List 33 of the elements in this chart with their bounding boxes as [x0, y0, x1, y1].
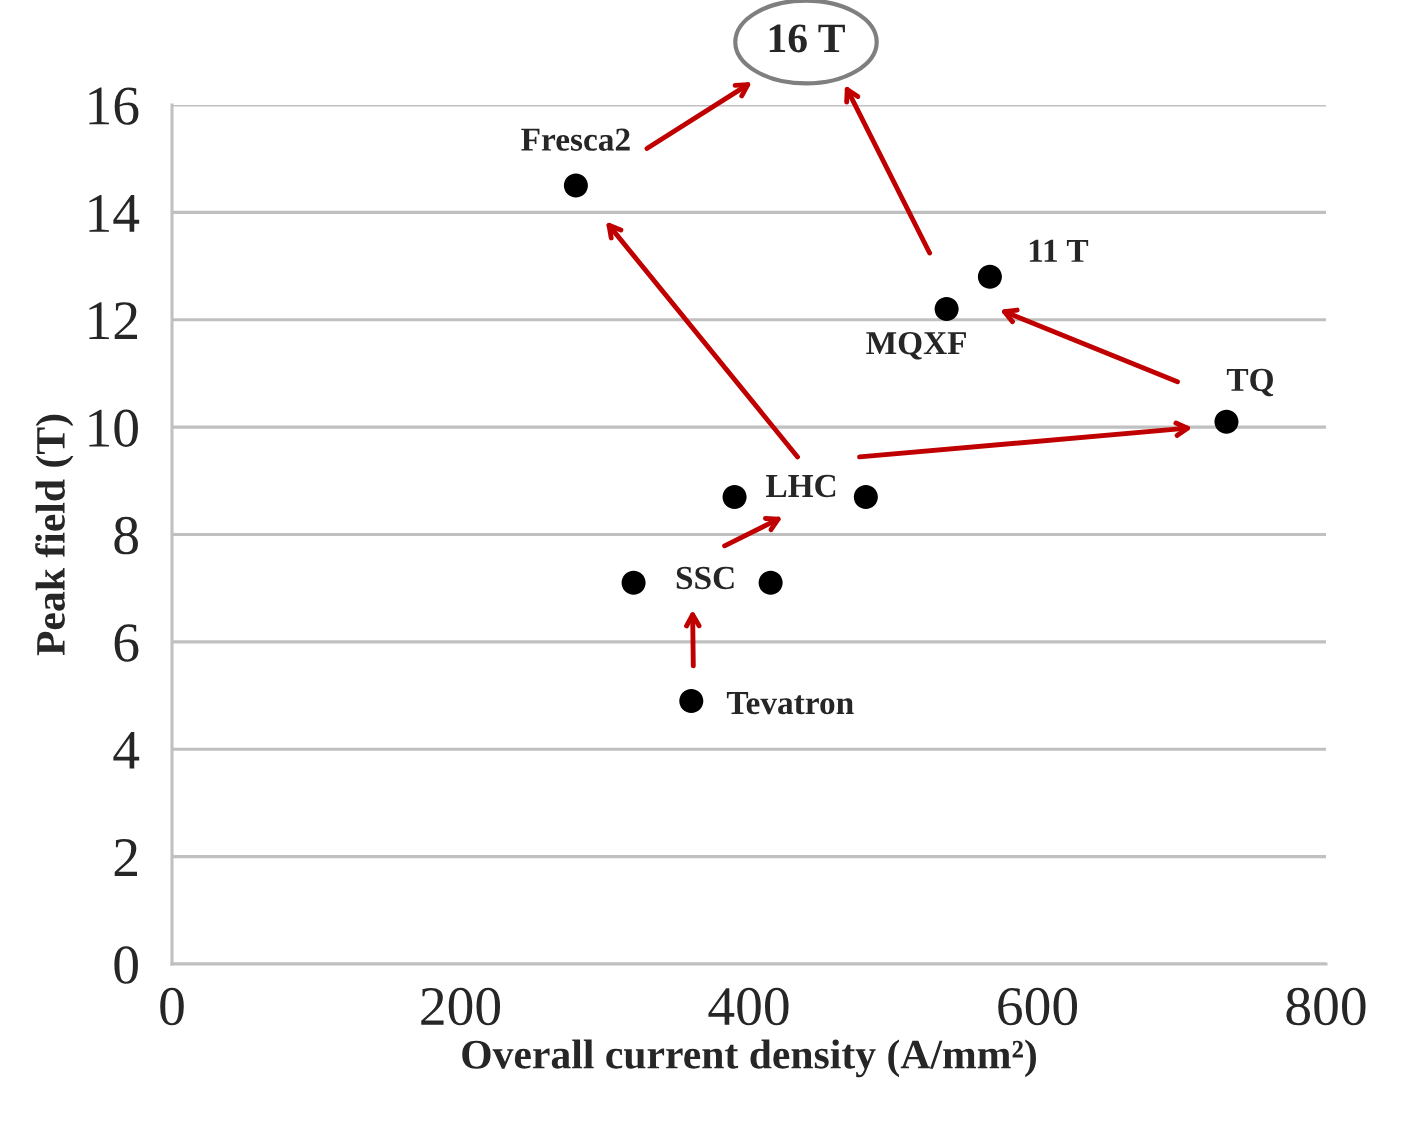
y-axis-title: Peak field (T) [35, 414, 74, 656]
point [679, 688, 704, 713]
x-tick-label: 200 [421, 987, 501, 1026]
x-tick-label: 800 [1286, 987, 1366, 1026]
y-tick-label: 2 [114, 839, 137, 876]
x-tick-label: 0 [160, 987, 184, 1026]
point [758, 570, 783, 595]
point [722, 484, 747, 509]
text: 16 T [769, 24, 845, 53]
y-tick-label: 8 [114, 516, 138, 555]
x-tick-label: 400 [708, 987, 789, 1026]
x-axis-title: Overall current density (A/mm²) [462, 1039, 1036, 1078]
y-tick-label: 16 [89, 87, 139, 125]
y-tick-label: 0 [114, 946, 138, 984]
point [563, 173, 588, 198]
point [1214, 409, 1239, 434]
point [853, 484, 878, 509]
y-tick-label: 6 [114, 624, 139, 662]
y-tick-label: 14 [89, 194, 140, 232]
annotation: 11 T [1029, 239, 1089, 262]
point [977, 264, 1002, 289]
annotation: Tevatron [726, 692, 854, 715]
annotation: Fresca2 [521, 128, 630, 151]
x-tick-label: 600 [998, 987, 1078, 1026]
annotation: MQXF [866, 331, 966, 360]
annotation: SSC [676, 566, 734, 590]
point [934, 296, 959, 322]
annotation: TQ [1226, 368, 1274, 397]
y-tick-label: 12 [89, 302, 137, 340]
point [621, 570, 646, 595]
y-tick-label: 10 [89, 409, 138, 447]
annotation: LHC [766, 474, 836, 498]
y-tick-label: 4 [113, 731, 140, 769]
